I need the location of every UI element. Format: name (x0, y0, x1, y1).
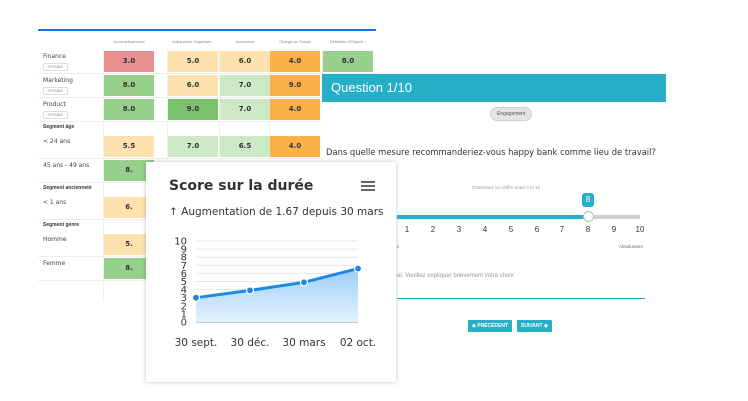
scale-value-1[interactable]: 1 (404, 225, 410, 234)
y-tick-label: 9 (181, 245, 187, 256)
heatmap-cell: 4.0 (270, 136, 320, 157)
rating-slider-handle[interactable] (583, 211, 594, 222)
scale-value-5[interactable]: 5 (508, 225, 514, 234)
heatmap-cell: 8. (104, 258, 154, 279)
series-line (195, 267, 359, 300)
y-tick-label: 2 (181, 301, 187, 312)
scale-value-6[interactable]: 6 (534, 225, 540, 234)
category-badge: Engagement (490, 107, 533, 121)
heatmap-cell: 4.0 (270, 51, 320, 72)
group-filter-chip[interactable]: Groupe (43, 63, 69, 71)
row-divider (38, 158, 376, 159)
group-filter-chip[interactable]: Groupe (43, 111, 69, 119)
section-header: Segment ancienneté (43, 185, 92, 191)
x-tick-label: 02 oct. (340, 337, 376, 349)
heatmap-cell: 6.5 (220, 136, 270, 157)
column-header: Charge au Travail (279, 39, 311, 44)
scale-value-4[interactable]: 4 (482, 225, 488, 234)
heatmap-cell: 4.0 (270, 99, 320, 120)
scale-value-8[interactable]: 8 (585, 225, 591, 234)
question-title: Question 1/10 (331, 80, 412, 95)
previous-button[interactable]: ◆ PRÉCÉDENT (468, 320, 513, 332)
question-header (322, 74, 666, 102)
heatmap-cell: 9.0 (270, 75, 320, 96)
row-label: Marketing (43, 77, 73, 84)
y-tick-label: 4 (181, 285, 187, 296)
y-tick-label: 8 (181, 253, 187, 264)
x-tick-label: 30 déc. (231, 337, 270, 349)
group-filter-chip[interactable]: Groupe (43, 87, 69, 95)
column-header: Définition d'Objecti... (329, 39, 367, 44)
heatmap-cell: 7.0 (220, 75, 270, 96)
column-header: Accomplissement (113, 39, 145, 44)
heatmap-cell: 9.0 (168, 99, 218, 120)
heatmap-cell: 6. (104, 197, 154, 218)
scale-value-3[interactable]: 3 (456, 225, 462, 234)
question-hint: Choisissez un chiffre entre 0 et 10 (472, 185, 540, 190)
row-label: Femme (43, 260, 66, 267)
column-header: Adéquation Organisat... (171, 39, 215, 44)
x-tick-label: 30 sept. (175, 337, 218, 349)
question-text: Dans quelle mesure recommanderiez-vous h… (326, 147, 656, 157)
scale-value-9[interactable]: 9 (611, 225, 617, 234)
row-label: Product (43, 101, 66, 108)
heatmap-cell: 5.0 (168, 51, 218, 72)
row-divider (38, 121, 376, 122)
scale-value-2[interactable]: 2 (430, 225, 436, 234)
heatmap-cell: 3.0 (104, 51, 154, 72)
heatmap-cell: 5. (104, 234, 154, 255)
row-label: < 24 ans (43, 138, 71, 145)
data-point (299, 278, 309, 287)
column-divider (103, 49, 104, 301)
heatmap-cell: 8.0 (104, 99, 154, 120)
heatmap-cell: 8. (104, 160, 154, 181)
rating-slider-fill (397, 215, 588, 219)
heatmap-cell: 8.0 (104, 75, 154, 96)
data-point (191, 293, 201, 302)
y-tick-label: 7 (181, 261, 187, 272)
score-panel: Score sur la durée ↑ Augmentation de 1.6… (146, 162, 396, 382)
section-header: Segment âge (43, 124, 75, 130)
heatmap-cell: 5.5 (104, 136, 154, 157)
y-tick-label: 6 (181, 269, 187, 280)
heatmap-cell: 7.0 (168, 136, 218, 157)
heatmap-cell: 6.0 (168, 75, 218, 96)
scale-left-label: z (397, 244, 400, 249)
row-divider (38, 97, 376, 98)
data-point (245, 286, 255, 295)
column-header: Autonomie (235, 39, 255, 44)
y-tick-label: 0 (181, 318, 187, 329)
y-tick-label: 1 (181, 309, 187, 320)
heatmap-cell: 7.0 (220, 99, 270, 120)
row-divider (38, 73, 376, 74)
scale-right-label: Absolument (619, 244, 643, 249)
comment-textarea[interactable] (397, 270, 645, 299)
hamburger-icon[interactable] (361, 181, 375, 192)
x-tick-label: 30 mars (282, 337, 325, 349)
score-subtitle: ↑ Augmentation de 1.67 depuis 30 mars (169, 206, 384, 218)
scale-value-7[interactable]: 7 (559, 225, 565, 234)
heatmap-cell: 8.0 (323, 51, 373, 72)
area-fill (196, 268, 358, 322)
y-tick-label: 10 (174, 237, 187, 248)
rating-value-bubble: 8 (582, 193, 594, 207)
y-tick-label: 3 (181, 293, 187, 304)
row-label: Homme (43, 236, 67, 243)
comment-placeholder: el. Veuillez expliquer brièvement votre … (397, 273, 514, 279)
next-button[interactable]: SUIVANT ◆ (517, 320, 552, 332)
row-label: Finance (43, 53, 66, 60)
y-tick-label: 5 (181, 277, 187, 288)
score-title: Score sur la durée (169, 178, 314, 194)
heatmap-cell: 6.0 (220, 51, 270, 72)
scale-value-10[interactable]: 10 (635, 225, 645, 234)
data-point (353, 264, 363, 273)
row-label: < 1 ans (43, 199, 67, 206)
row-label: 45 ans - 49 ans (43, 162, 90, 169)
section-header: Segment genre (43, 222, 80, 228)
